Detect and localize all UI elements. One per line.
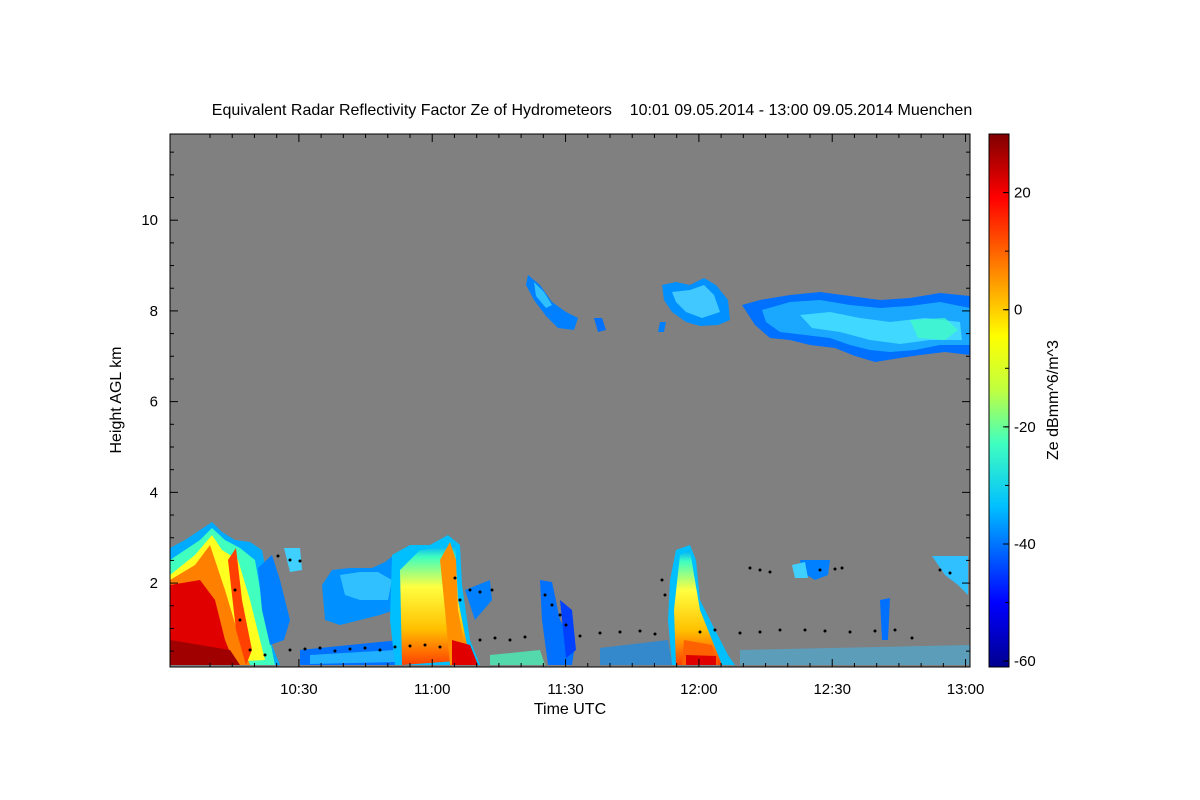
y-tick-label: 2 [150, 575, 158, 592]
colorbar-tick-label: 0 [1014, 302, 1022, 319]
convective-cell-3 [668, 545, 735, 665]
y-tick-label: 8 [150, 303, 158, 320]
y-tick-label: 6 [150, 394, 158, 411]
colorbar: 20 0 -20 -40 -60 Ze dBmm^6/m^3 [988, 133, 1062, 670]
x-tick-label: 12:00 [680, 681, 718, 698]
y-axis-label: Height AGL km [108, 346, 125, 453]
cirrus-patch-1 [662, 278, 730, 326]
chart-title: Equivalent Radar Reflectivity Factor Ze … [212, 102, 972, 119]
reflectivity-field [170, 275, 970, 665]
cloud-base-dots [233, 554, 952, 657]
x-axis: 10:30 11:00 11:30 12:00 12:30 13:00 [209, 134, 985, 698]
x-tick-label: 11:00 [414, 681, 450, 698]
colorbar-tick-label: -40 [1014, 536, 1036, 553]
colorbar-ticks: 20 0 -20 -40 -60 [1003, 133, 1036, 670]
plot-background [170, 134, 970, 667]
convective-cell-2 [390, 535, 492, 665]
colorbar-tick-label: -20 [1014, 419, 1036, 436]
shallow-cloud-1 [258, 548, 405, 665]
x-tick-label: 13:00 [947, 681, 985, 698]
x-tick-label: 10:30 [280, 681, 318, 698]
scattered-low-clouds [490, 556, 970, 665]
convective-cell-1 [170, 522, 280, 665]
plot-area: 10:30 11:00 11:30 12:00 12:30 13:00 2 4 6 8 10 [141, 133, 985, 698]
colorbar-tick-label: -60 [1014, 653, 1036, 670]
x-axis-label: Time UTC [534, 701, 606, 718]
plot-frame [169, 133, 971, 668]
y-axis: 2 4 6 8 10 [141, 151, 970, 652]
cirrus-layer [742, 292, 970, 362]
x-tick-label: 12:30 [813, 681, 851, 698]
colorbar-gradient [988, 133, 1010, 668]
colorbar-label: Ze dBmm^6/m^3 [1045, 340, 1062, 460]
y-tick-label: 4 [150, 484, 158, 501]
y-tick-label: 10 [141, 212, 158, 229]
cirrus-fragment [526, 275, 666, 332]
colorbar-tick-label: 20 [1014, 185, 1031, 202]
x-tick-label: 11:30 [547, 681, 583, 698]
